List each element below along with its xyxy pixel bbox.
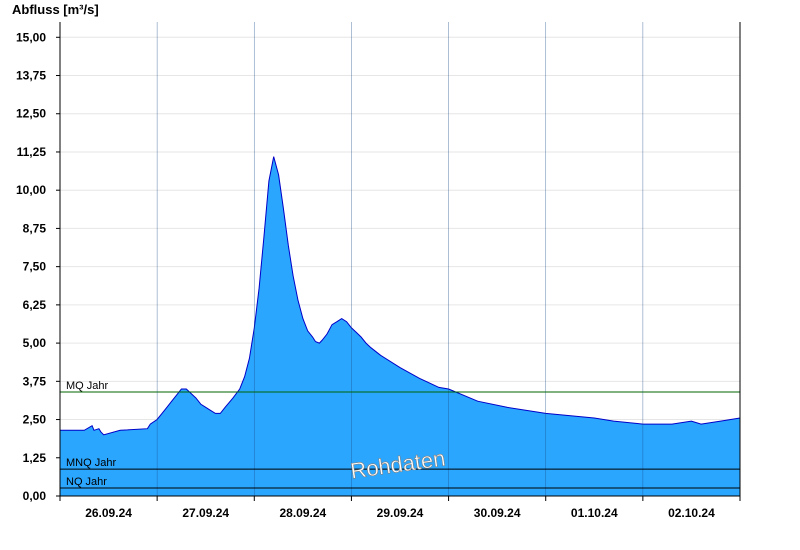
x-tick-label: 28.09.24 — [279, 506, 326, 520]
y-tick-label: 12,50 — [16, 107, 46, 121]
y-tick-label: 11,25 — [17, 145, 47, 159]
y-tick-label: 6,25 — [23, 298, 47, 312]
x-tick-label: 27.09.24 — [182, 506, 229, 520]
y-tick-label: 3,75 — [23, 374, 47, 388]
y-tick-label: 0,00 — [23, 489, 47, 503]
axes — [59, 22, 741, 497]
y-tick-label: 8,75 — [23, 221, 47, 235]
y-tick-label: 5,00 — [23, 336, 47, 350]
y-tick-label: 2,50 — [23, 413, 47, 427]
x-tick-label: 30.09.24 — [474, 506, 521, 520]
y-tick-label: 15,00 — [16, 30, 46, 44]
reference-lines: MQ Jahr MNQ Jahr NQ Jahr — [60, 380, 740, 489]
reference-line-label: MNQ Jahr — [66, 457, 116, 469]
y-tick-label: 1,25 — [23, 451, 47, 465]
discharge-line — [60, 156, 741, 436]
x-tick-label: 02.10.24 — [668, 506, 715, 520]
x-tick-labels: 26.09.24 27.09.24 28.09.24 29.09.24 30.09.24… — [59, 496, 741, 520]
y-tick-label: 7,50 — [23, 260, 47, 274]
reference-line-label: NQ Jahr — [66, 476, 107, 488]
y-tick-label: 13,75 — [16, 69, 46, 83]
x-tick-label: 29.09.24 — [377, 506, 424, 520]
reference-line-label: MQ Jahr — [66, 380, 109, 392]
y-tick-label: 10,00 — [16, 183, 46, 197]
y-tick-labels: 0,00 1,25 2,50 3,75 5,00 6,25 7,50 8,75 10,00 11,… — [16, 30, 60, 503]
y-axis-label: Abfluss [m³/s] — [12, 2, 99, 17]
x-tick-label: 26.09.24 — [85, 506, 132, 520]
discharge-area — [60, 156, 741, 496]
day-separators — [156, 22, 644, 496]
discharge-fill — [60, 156, 740, 496]
x-tick-label: 01.10.24 — [571, 506, 618, 520]
